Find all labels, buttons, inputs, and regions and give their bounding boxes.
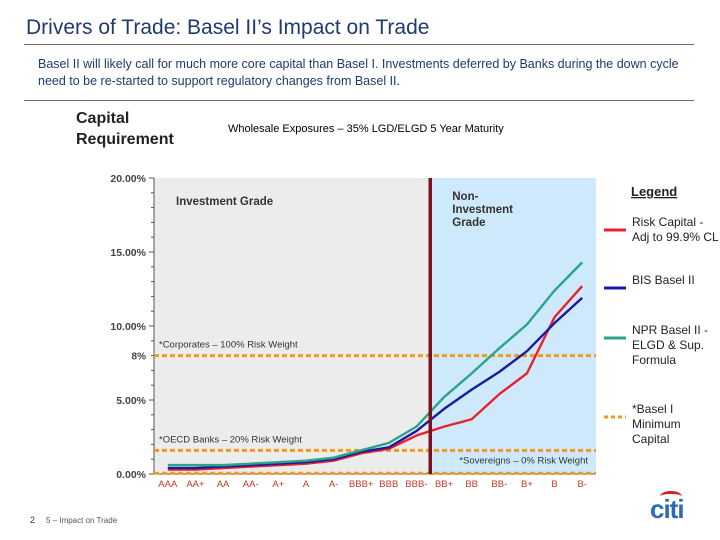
- x-tick-label: A: [303, 479, 310, 490]
- non-investment-grade-label: Non-Investment Grade: [452, 191, 513, 229]
- series-line-3: [167, 261, 584, 467]
- y-axis-title: Capital Requirement: [76, 110, 174, 148]
- y-tick-label: 5.00%: [116, 395, 146, 407]
- page-subtitle: Basel II will likely call for much more …: [38, 57, 679, 88]
- legend-entry-label: NPR Basel II -ELGD & Sup. Formula: [632, 323, 708, 367]
- legend-entry-label: Risk Capital -Adj to 99.9% CL: [632, 215, 719, 244]
- subtitle-divider: [24, 100, 694, 101]
- x-tick-label: AAA: [158, 479, 178, 490]
- reference-tick-label: 8%: [132, 352, 147, 363]
- citi-logo: citi: [650, 494, 685, 524]
- y-tick-label: 0.00%: [116, 469, 146, 481]
- series-line-2: [167, 296, 583, 470]
- x-tick-label: AA-: [243, 479, 259, 490]
- investment-grade-label: Investment Grade: [176, 196, 273, 208]
- y-tick-label: 10.00%: [110, 321, 146, 333]
- title-divider: [24, 44, 694, 45]
- x-tick-label: B+: [521, 479, 533, 490]
- non-investment-grade-region: [430, 178, 596, 474]
- x-tick-label: B-: [577, 479, 587, 490]
- investment-grade-region: [154, 178, 431, 474]
- x-tick-label: BBB+: [349, 479, 374, 490]
- x-tick-label: B: [551, 479, 557, 490]
- legend-title: Legend: [631, 184, 677, 199]
- reference-line-label: *Sovereigns – 0% Risk Weight: [459, 455, 588, 466]
- series-line-1: [167, 285, 584, 471]
- x-tick-label: AA: [217, 479, 230, 490]
- x-tick-label: AA+: [186, 479, 205, 490]
- x-tick-label: A+: [272, 479, 284, 490]
- x-tick-label: A-: [329, 479, 339, 490]
- x-tick-label: BBB: [379, 479, 398, 490]
- page-number: 2: [30, 515, 36, 525]
- x-tick-label: BBB-: [405, 479, 427, 490]
- reference-line-label: *OECD Banks – 20% Risk Weight: [159, 434, 302, 445]
- page-title: Drivers of Trade: Basel II’s Impact on T…: [26, 16, 430, 39]
- y-tick-label: 20.00%: [110, 173, 146, 185]
- reference-line-label: *Corporates – 100% Risk Weight: [159, 340, 298, 351]
- legend-entry-label: *Basel I Minimum Capital: [632, 402, 681, 446]
- x-tick-label: BB-: [491, 479, 507, 490]
- legend-entry-label: BIS Basel II: [632, 273, 695, 287]
- chart-title: Wholesale Exposures – 35% LGD/ELGD 5 Yea…: [228, 123, 504, 135]
- citi-logo-arc-icon: [660, 491, 682, 502]
- footer-section-label: 5 – Impact on Trade: [46, 516, 118, 525]
- x-tick-label: BB: [465, 479, 478, 490]
- y-tick-label: 15.00%: [110, 247, 146, 259]
- x-tick-label: BB+: [435, 479, 454, 490]
